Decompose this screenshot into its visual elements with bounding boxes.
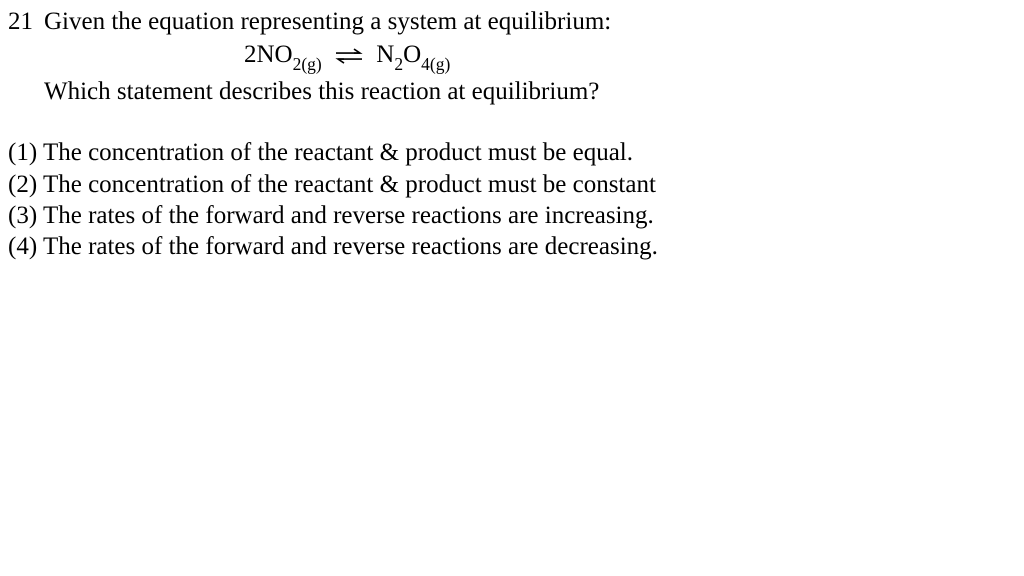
option-4: (4) The rates of the forward and reverse…	[8, 231, 1016, 262]
equation: 2NO2(g) N2O4(g)	[44, 39, 1016, 74]
option-2: (2) The concentration of the reactant & …	[8, 169, 1016, 200]
answer-options: (1) The concentration of the reactant & …	[8, 137, 1016, 262]
question-number: 21	[8, 6, 44, 107]
question-slide: 21 Given the equation representing a sys…	[0, 0, 1024, 262]
question-intro: Given the equation representing a system…	[44, 6, 1016, 37]
question-prompt: Which statement describes this reaction …	[44, 76, 1016, 107]
option-1: (1) The concentration of the reactant & …	[8, 137, 1016, 168]
question-header: 21 Given the equation representing a sys…	[8, 6, 1016, 107]
question-body: Given the equation representing a system…	[44, 6, 1016, 107]
option-3: (3) The rates of the forward and reverse…	[8, 200, 1016, 231]
